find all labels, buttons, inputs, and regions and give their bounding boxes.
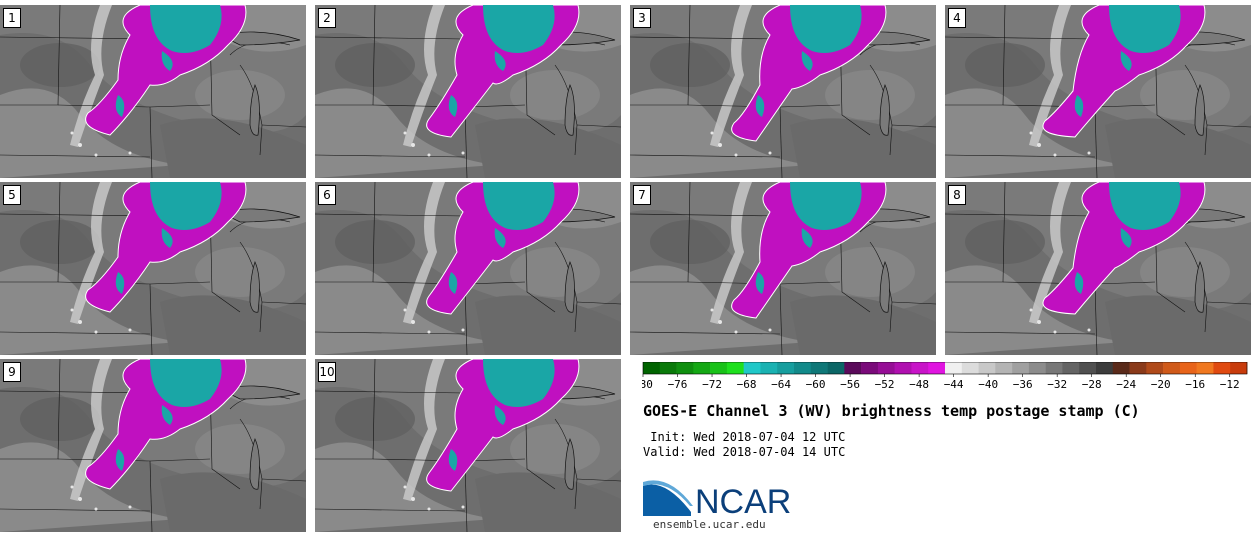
member-number-label: 4 [948,8,966,28]
valid-time: Valid: Wed 2018-07-04 14 UTC [643,445,846,459]
colorbar-segment [1196,362,1214,374]
colorbar-tick-label: −80 [642,378,653,391]
colorbar-segment [676,362,694,374]
colorbar-segment [844,362,862,374]
colorbar-segment [643,362,661,374]
colorbar-tick-label: −56 [840,378,860,391]
ensemble-member-panel: 3 [630,5,936,178]
colorbar-segment [1028,362,1046,374]
member-number-label: 7 [633,185,651,205]
colorbar-segment [1146,362,1164,374]
water-vapor-map [0,182,306,355]
colorbar-segment [659,362,677,374]
ensemble-url: ensemble.ucar.edu [653,518,766,531]
member-number-label: 5 [3,185,21,205]
colorbar-tick-label: −44 [944,378,964,391]
water-vapor-map [315,5,621,178]
colorbar-segment [1179,362,1197,374]
colorbar-segment [894,362,912,374]
colorbar-segment [777,362,795,374]
colorbar-segment [760,362,778,374]
member-number-label: 10 [318,362,336,382]
ensemble-member-panel: 2 [315,5,621,178]
colorbar-segment [1230,362,1248,374]
ncar-logo-text: NCAR [695,483,791,518]
colorbar-segment [945,362,963,374]
colorbar-tick-label: −52 [875,378,895,391]
colorbar-segment [861,362,879,374]
colorbar-segment [911,362,929,374]
water-vapor-map [630,182,936,355]
colorbar-tick-label: −40 [978,378,998,391]
colorbar-segment [1213,362,1231,374]
member-number-label: 1 [3,8,21,28]
colorbar-tick-label: −76 [668,378,688,391]
colorbar-segment [710,362,728,374]
colorbar-segment [928,362,946,374]
colorbar-segment [877,362,895,374]
colorbar-segment [961,362,979,374]
colorbar-tick-label: −60 [806,378,826,391]
water-vapor-map [315,359,621,532]
colorbar-segment [1129,362,1147,374]
ensemble-member-panel: 4 [945,5,1251,178]
colorbar-segment [743,362,761,374]
colorbar-segment [693,362,711,374]
member-number-label: 6 [318,185,336,205]
colorbar-tick-label: −36 [1013,378,1033,391]
colorbar-border [642,362,1248,375]
ncar-logo-arc [643,480,693,506]
colorbar-tick-label: −48 [909,378,929,391]
water-vapor-map [0,359,306,532]
colorbar-segment [794,362,812,374]
water-vapor-map [945,182,1251,355]
colorbar-tick-label: −24 [1116,378,1136,391]
colorbar-segment [1012,362,1030,374]
ensemble-member-panel: 10 [315,359,621,532]
ensemble-member-panel: 5 [0,182,306,355]
colorbar-segment [810,362,828,374]
init-time: Init: Wed 2018-07-04 12 UTC [643,430,846,444]
water-vapor-map [0,5,306,178]
colorbar-tick-label: −64 [771,378,791,391]
colorbar-segment [827,362,845,374]
colorbar-segment [978,362,996,374]
colorbar-segment [1096,362,1114,374]
colorbar-tick-label: −16 [1185,378,1205,391]
figure-title: GOES-E Channel 3 (WV) brightness temp po… [643,402,1140,420]
colorbar-tick-label: −68 [737,378,757,391]
ensemble-member-panel: 8 [945,182,1251,355]
colorbar-segment [995,362,1013,374]
ensemble-member-panel: 6 [315,182,621,355]
colorbar-segment [1112,362,1130,374]
temperature-colorbar: −80 −76 −72 −68 −64 −60 −56 −52 −48 −44 −40 −36 −32 −… [642,362,1248,391]
member-number-label: 2 [318,8,336,28]
colorbar-tick-label: −12 [1220,378,1240,391]
ensemble-member-panel: 7 [630,182,936,355]
colorbar-segment [1079,362,1097,374]
colorbar-segment [1045,362,1063,374]
colorbar-segment [1163,362,1181,374]
colorbar-tick-label: −72 [702,378,722,391]
water-vapor-map [630,5,936,178]
colorbar-segment [1062,362,1080,374]
ncar-logo: NCAR [643,480,791,518]
member-number-label: 9 [3,362,21,382]
colorbar-tick-label: −32 [1047,378,1067,391]
colorbar-segment [726,362,744,374]
ensemble-member-panel: 1 [0,5,306,178]
ensemble-member-panel: 9 [0,359,306,532]
colorbar-tick-label: −20 [1151,378,1171,391]
ncar-logo-swoosh [643,484,691,516]
water-vapor-map [945,5,1251,178]
member-number-label: 8 [948,185,966,205]
water-vapor-map [315,182,621,355]
member-number-label: 3 [633,8,651,28]
colorbar-tick-label: −28 [1082,378,1102,391]
